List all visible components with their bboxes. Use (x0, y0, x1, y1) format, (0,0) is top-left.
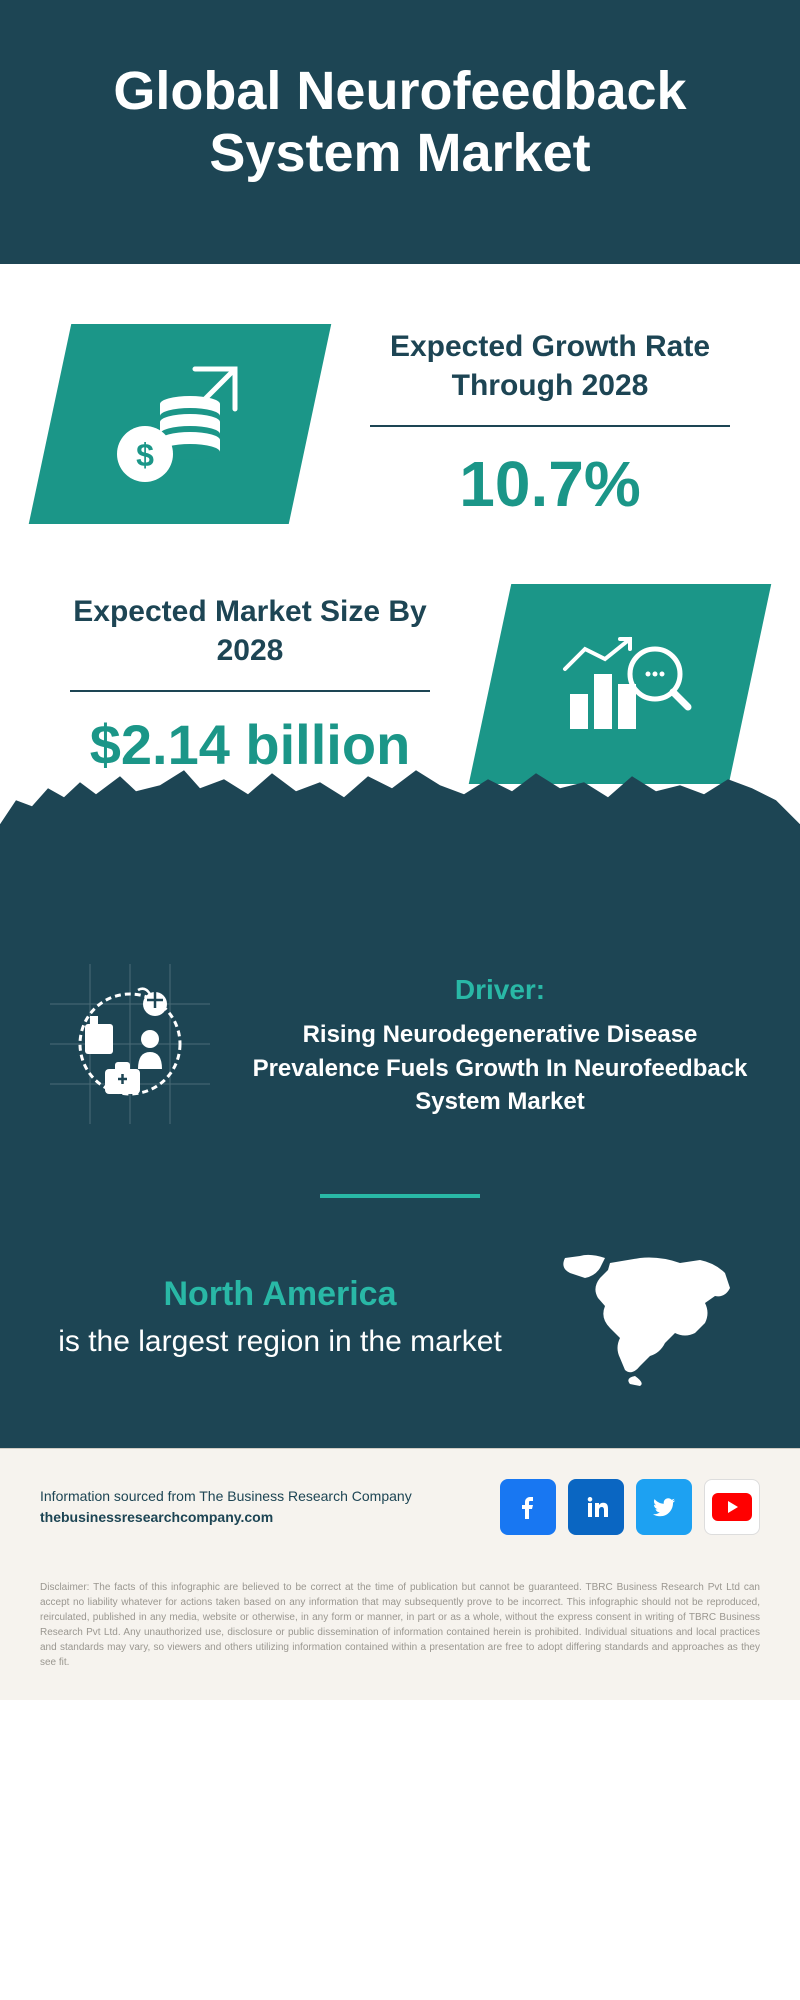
driver-block: Driver: Rising Neurodegenerative Disease… (50, 964, 750, 1164)
disclaimer: Disclaimer: The facts of this infographi… (0, 1565, 800, 1700)
header: Global Neurofeedback System Market (0, 0, 800, 264)
driver-title: Driver: (250, 974, 750, 1006)
growth-rate-section: $ Expected Growth Rate Through 2028 10.7… (0, 264, 800, 564)
company-url: thebusinessresearchcompany.com (40, 1507, 412, 1528)
dark-section: Driver: Rising Neurodegenerative Disease… (0, 964, 800, 1448)
growth-label: Expected Growth Rate Through 2028 (350, 327, 750, 405)
teal-divider (320, 1194, 480, 1198)
growth-stat-block: Expected Growth Rate Through 2028 10.7% (350, 327, 750, 521)
north-america-map-icon (550, 1248, 750, 1388)
page-title: Global Neurofeedback System Market (40, 60, 760, 184)
market-size-label: Expected Market Size By 2028 (50, 592, 450, 670)
youtube-icon[interactable] (704, 1479, 760, 1535)
chart-icon-container (469, 584, 772, 784)
divider (370, 425, 730, 427)
growth-icon-container: $ (29, 324, 332, 524)
chart-analysis-icon (540, 614, 700, 754)
facebook-icon[interactable] (500, 1479, 556, 1535)
driver-text: Driver: Rising Neurodegenerative Disease… (250, 964, 750, 1119)
twitter-icon[interactable] (636, 1479, 692, 1535)
market-size-stat-block: Expected Market Size By 2028 $2.14 billi… (50, 592, 450, 777)
growth-value: 10.7% (350, 447, 750, 521)
region-name: North America (50, 1275, 510, 1314)
footer: Information sourced from The Business Re… (0, 1448, 800, 1565)
region-block: North America is the largest region in t… (50, 1248, 750, 1388)
social-icons (500, 1479, 760, 1535)
skyline-graphic (0, 824, 800, 964)
divider (70, 690, 430, 692)
driver-description: Rising Neurodegenerative Disease Prevale… (250, 1018, 750, 1119)
svg-text:$: $ (136, 437, 154, 473)
region-description: is the largest region in the market (50, 1322, 510, 1361)
market-size-value: $2.14 billion (50, 712, 450, 777)
source-line: Information sourced from The Business Re… (40, 1486, 412, 1507)
linkedin-icon[interactable] (568, 1479, 624, 1535)
healthcare-network-icon (50, 964, 210, 1124)
region-text: North America is the largest region in t… (50, 1275, 510, 1361)
footer-text: Information sourced from The Business Re… (40, 1486, 412, 1528)
money-growth-icon: $ (100, 354, 260, 494)
